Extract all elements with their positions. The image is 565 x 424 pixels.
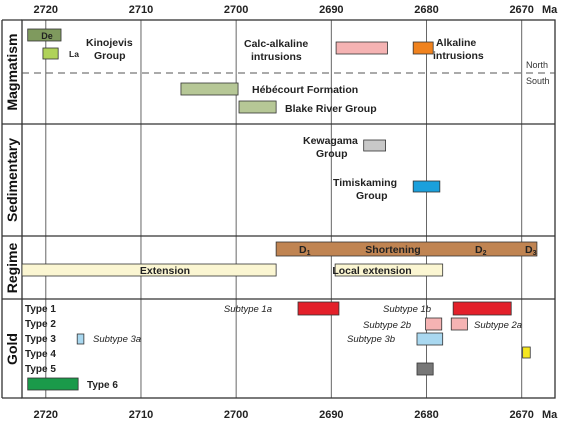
bar-type-6: [27, 377, 79, 391]
axis-bottom: 2720 2710 2700 2690 2680 2670 Ma: [34, 409, 559, 421]
label-subtype-3b: Subtype 3b: [347, 334, 395, 345]
label-type-5: Type 5: [25, 364, 56, 375]
bar-subtype-1b: [452, 301, 512, 316]
label-alkaline: Alkaline intrusions: [433, 37, 484, 62]
tick-bottom-2710: 2710: [129, 409, 153, 421]
label-type-3: Type 3: [25, 334, 56, 345]
bar-la: [42, 47, 59, 60]
tick-bottom-2670: 2670: [509, 409, 533, 421]
label-type-6: Type 6: [87, 380, 118, 391]
bar-kewagama-group: [363, 139, 386, 152]
label-type-2: Type 2: [25, 319, 56, 330]
label-type-4: Type 4: [25, 349, 56, 360]
label-d2: D2: [475, 244, 487, 257]
tick-top-2690: 2690: [319, 4, 343, 16]
bar-subtype-3b: [416, 332, 444, 346]
label-extension: Extension: [140, 265, 190, 277]
bar-type-4: [522, 346, 531, 359]
label-blake-river-group: Blake River Group: [285, 103, 377, 115]
row-label-sedimentary: Sedimentary: [4, 138, 20, 222]
bar-blake-river-group: [238, 100, 277, 114]
bar-subtype-3a: [76, 333, 85, 345]
axis-top: 2720 2710 2700 2690 2680 2670 Ma: [34, 4, 559, 16]
bar-label-la: La: [69, 49, 79, 59]
tick-top-2700: 2700: [224, 4, 248, 16]
label-subtype-1b: Subtype 1b: [383, 304, 431, 315]
label-d3: D3: [525, 244, 537, 257]
bar-label-de: De: [41, 31, 53, 41]
label-d1: D1: [299, 244, 311, 257]
tick-bottom-2690: 2690: [319, 409, 343, 421]
row-label-regime: Regime: [4, 243, 20, 294]
bar-extension: [21, 263, 277, 277]
frame: [1, 19, 556, 399]
label-calc-alkaline: Calc-alkaline intrusions: [244, 38, 311, 63]
row-label-gold: Gold: [4, 333, 20, 365]
bar-subtype-2b: [425, 317, 443, 331]
label-hebecourt-formation: Hébécourt Formation: [252, 84, 358, 96]
row-label-magmatism: Magmatism: [4, 33, 20, 110]
bar-type-5: [416, 362, 434, 376]
label-type-1: Type 1: [25, 304, 56, 315]
bar-shortening: [275, 241, 538, 257]
tick-top-2670: 2670: [509, 4, 533, 16]
tick-top-2710: 2710: [129, 4, 153, 16]
tick-bottom-2680: 2680: [414, 409, 438, 421]
label-kewagama: Kewagama Group: [303, 135, 361, 160]
bar-calc-alkaline-intrusions: [335, 41, 388, 55]
label-subtype-2b: Subtype 2b: [363, 320, 411, 331]
tick-top-2680: 2680: [414, 4, 438, 16]
north-label: North: [526, 60, 548, 70]
axis-unit-bottom: Ma: [542, 409, 558, 421]
south-label: South: [526, 76, 550, 86]
axis-unit-top: Ma: [542, 4, 558, 16]
bar-hebecourt-formation: [180, 82, 239, 96]
bar-alkaline-intrusions: [412, 41, 434, 55]
label-subtype-1a: Subtype 1a: [224, 304, 272, 315]
bar-de: [27, 28, 62, 42]
label-kinojevis: Kinojevis Group: [86, 37, 136, 62]
label-timiskaming: Timiskaming Group: [333, 177, 400, 202]
tick-bottom-2720: 2720: [34, 409, 58, 421]
tick-bottom-2700: 2700: [224, 409, 248, 421]
bar-subtype-2a: [450, 317, 468, 331]
label-subtype-3a: Subtype 3a: [93, 334, 141, 345]
tick-top-2720: 2720: [34, 4, 58, 16]
bar-local-extension: [334, 263, 444, 277]
label-local-extension: Local extension: [332, 265, 411, 277]
bar-timiskaming-group: [412, 180, 441, 193]
label-subtype-2a: Subtype 2a: [474, 320, 522, 331]
bars: [21, 28, 538, 391]
bar-subtype-1a: [297, 301, 340, 316]
label-shortening: Shortening: [365, 244, 420, 256]
